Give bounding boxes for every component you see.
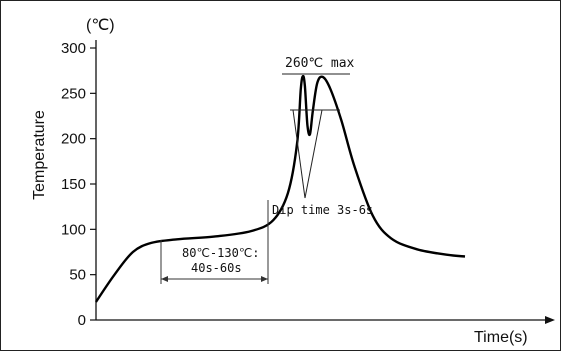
preheat-label-line1: 80℃-130℃: bbox=[182, 246, 260, 260]
preheat-label-line2: 40s-60s bbox=[191, 261, 242, 275]
x-axis-arrow bbox=[545, 316, 555, 324]
y-unit-label: (℃) bbox=[86, 17, 115, 34]
y-ticks: 0 50 100 150 200 250 300 bbox=[61, 40, 96, 329]
peak-label: 260℃ max bbox=[285, 56, 355, 71]
preheat-arrow-left bbox=[161, 276, 168, 282]
dip-pointer-left bbox=[292, 109, 306, 199]
y-tick-label: 50 bbox=[69, 267, 86, 284]
y-tick-label: 150 bbox=[61, 176, 86, 193]
y-tick-label: 300 bbox=[61, 40, 86, 57]
y-tick-label: 0 bbox=[78, 312, 86, 329]
y-tick-label: 200 bbox=[61, 131, 86, 148]
dip-label: Dip time 3s-6s bbox=[272, 203, 373, 217]
y-tick-label: 100 bbox=[61, 221, 86, 238]
temperature-curve bbox=[95, 74, 466, 303]
dip-pointer-right bbox=[304, 109, 323, 199]
x-axis-title: Time(s) bbox=[474, 329, 528, 346]
preheat-arrow-right bbox=[261, 276, 268, 282]
y-tick-label: 250 bbox=[61, 85, 86, 102]
y-axis-title: Temperature bbox=[31, 110, 48, 200]
